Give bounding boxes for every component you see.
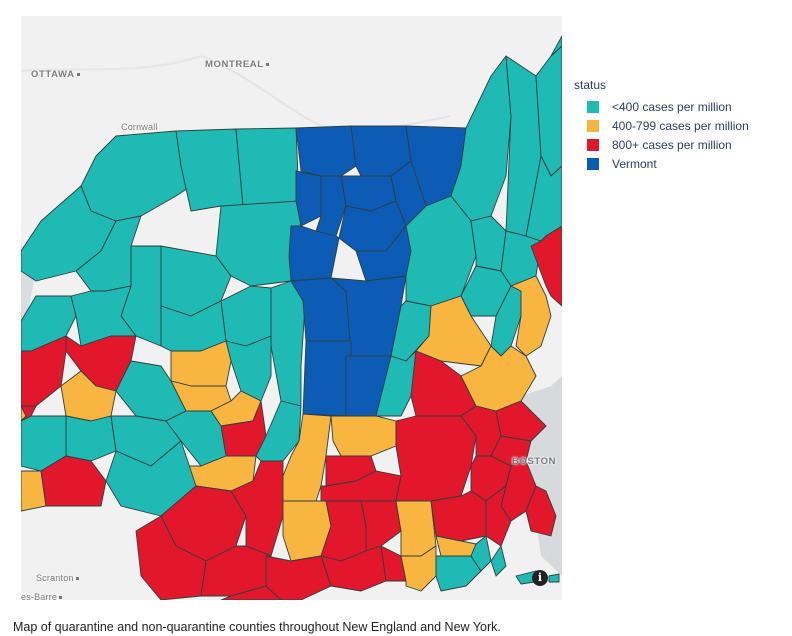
city-label-ottawa: OTTAWA — [31, 69, 80, 80]
legend-label-high: 800+ cases per million — [612, 137, 732, 152]
new-york-counties — [21, 127, 307, 600]
county-chenango[interactable] — [65, 415, 117, 462]
legend-label-medium: 400-799 cases per million — [612, 118, 749, 133]
county-westchester[interactable] — [220, 585, 282, 600]
legend-swatch-vermont — [587, 157, 599, 170]
county-york[interactable] — [510, 275, 552, 357]
legend-item-medium[interactable]: 400-799 cases per million — [574, 116, 749, 135]
city-label-wilkes-barre: es-Barre — [21, 592, 63, 600]
county-new-london[interactable] — [400, 545, 437, 592]
legend-label-low: <400 cases per million — [612, 99, 732, 114]
ottawa-river — [21, 55, 202, 72]
map-info-button[interactable]: i — [532, 570, 548, 586]
county-wayne[interactable] — [21, 405, 27, 422]
legend-item-high[interactable]: 800+ cases per million — [574, 135, 749, 154]
county-bristol-ri[interactable] — [470, 535, 492, 572]
st-lawrence-river — [200, 55, 452, 132]
legend-item-low[interactable]: <400 cases per million — [574, 97, 749, 116]
ma-ct-ri-counties — [265, 400, 560, 600]
county-barnstable[interactable] — [525, 485, 557, 537]
nh-me-counties — [375, 35, 562, 417]
county-sullivan[interactable] — [105, 440, 197, 517]
county-addison[interactable] — [288, 225, 340, 282]
city-label-scranton: Scranton — [36, 573, 79, 583]
city-label-cornwall: Cornwall — [121, 122, 158, 132]
map-caption: Map of quarantine and non-quarantine cou… — [13, 620, 501, 634]
county-bennington[interactable] — [302, 340, 352, 417]
county-windham-ct[interactable] — [395, 500, 437, 557]
legend-title: status — [574, 78, 607, 92]
county-franklin-ma[interactable] — [330, 415, 397, 457]
legend: status <400 cases per million 400-799 ca… — [574, 78, 749, 173]
map-area[interactable]: OTTAWA MONTREAL Cornwall BOSTON Scranton… — [21, 16, 562, 600]
county-schoharie[interactable] — [165, 410, 227, 467]
legend-swatch-medium — [587, 119, 599, 132]
county-somerset[interactable] — [550, 35, 562, 57]
county-saratoga[interactable] — [225, 335, 272, 402]
county-worcester[interactable] — [395, 415, 477, 502]
vermont-counties — [288, 125, 467, 417]
county-nantucket[interactable] — [548, 573, 560, 583]
legend-swatch-high — [587, 138, 599, 151]
legend-item-vermont[interactable]: Vermont — [574, 154, 749, 173]
county-grand-isle[interactable] — [295, 170, 322, 227]
legend-label-vermont: Vermont — [612, 156, 657, 171]
county-cumberland-me[interactable] — [530, 225, 562, 307]
county-franklin-vt[interactable] — [295, 125, 357, 177]
legend-swatch-low — [587, 100, 599, 113]
city-label-montreal: MONTREAL — [205, 59, 269, 70]
county-clinton[interactable] — [235, 127, 300, 207]
county-rockingham[interactable] — [460, 345, 537, 412]
county-fairfield[interactable] — [265, 555, 332, 600]
county-newport[interactable] — [490, 545, 507, 577]
county-coos[interactable] — [450, 55, 512, 222]
county-map[interactable] — [21, 16, 562, 600]
city-label-boston: BOSTON — [512, 456, 557, 467]
county-oneida[interactable] — [70, 285, 137, 347]
